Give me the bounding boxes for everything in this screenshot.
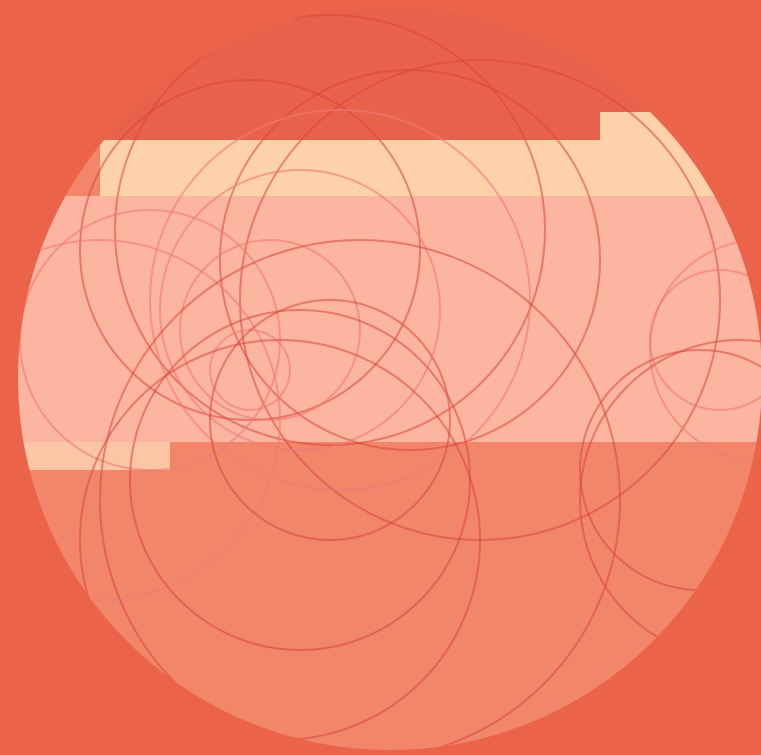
ring: [114, 14, 546, 446]
rings-upper: [79, 14, 721, 541]
pink-band: [18, 196, 761, 442]
ring: [79, 79, 421, 421]
ring: [99, 239, 621, 750]
ring: [149, 109, 531, 491]
ring: [209, 299, 451, 541]
ring: [179, 239, 361, 421]
ring: [159, 169, 441, 451]
ring: [18, 239, 281, 601]
